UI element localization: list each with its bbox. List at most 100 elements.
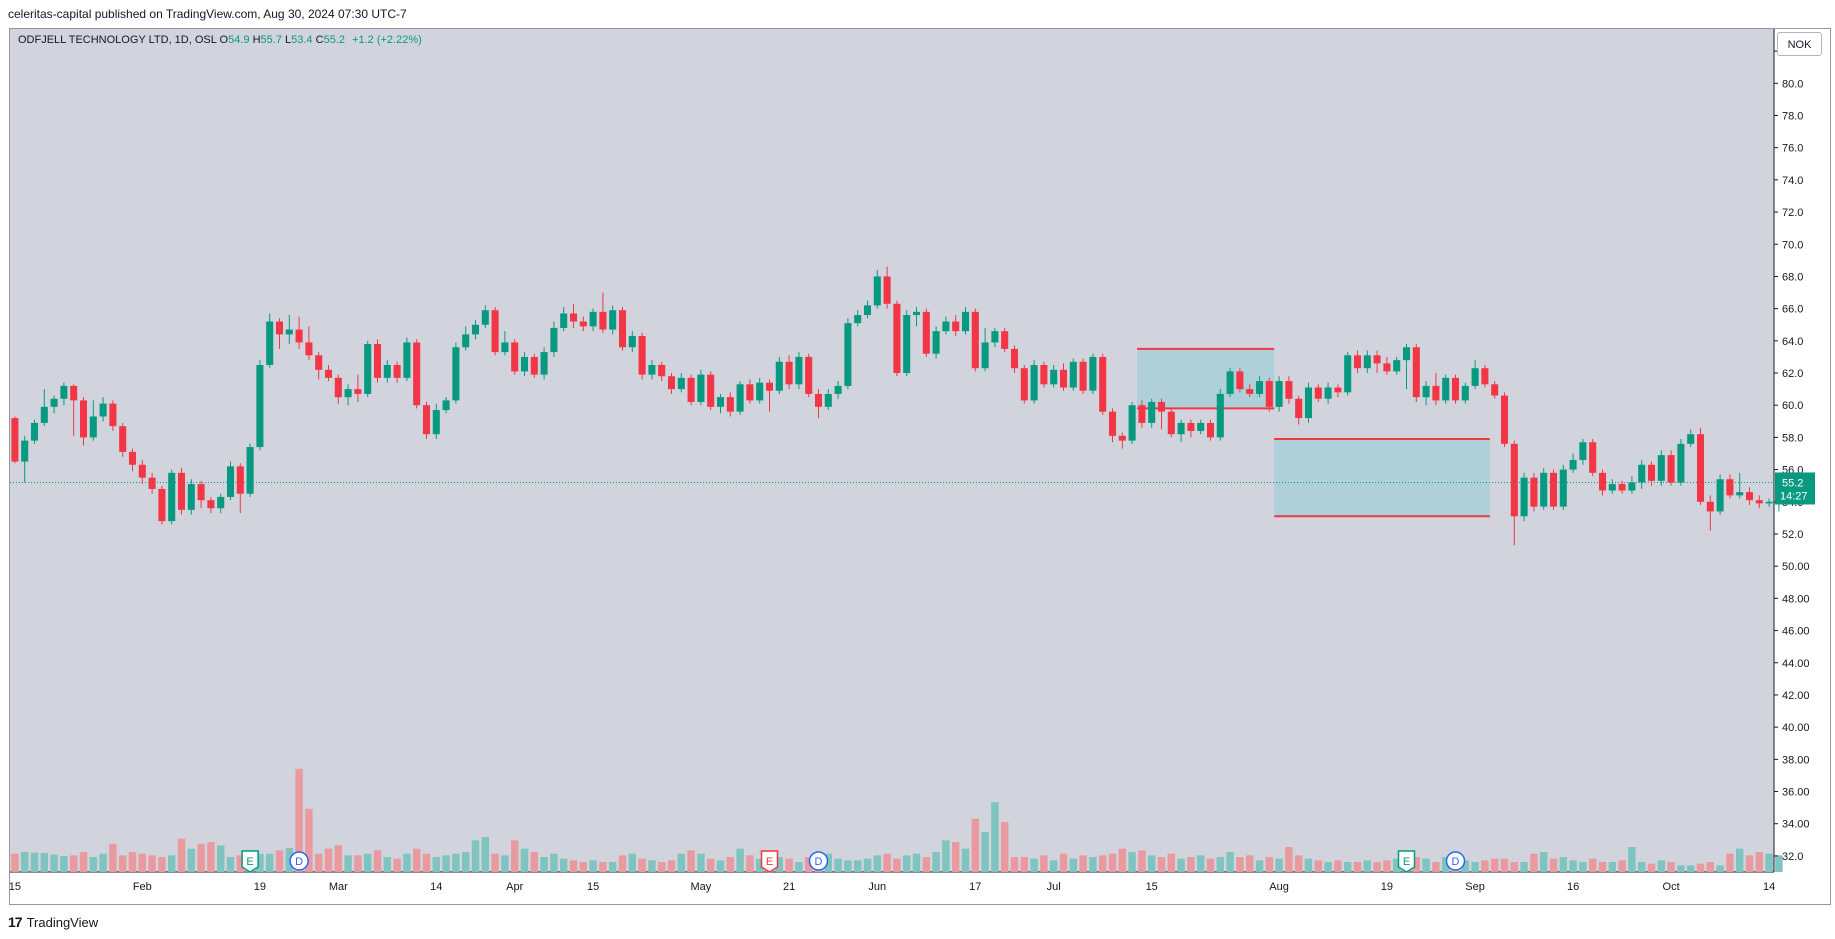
range-box[interactable]	[1137, 348, 1275, 409]
price-tick-label: 48.00	[1782, 593, 1810, 605]
dividend-marker-icon[interactable]	[289, 851, 309, 871]
volume-bar	[1392, 858, 1401, 872]
footer-brand: 17 TradingView	[8, 914, 98, 930]
volume-bar	[844, 860, 852, 872]
volume-bar	[589, 860, 597, 872]
time-tick-label: Jun	[868, 881, 886, 893]
price-tick-label: 58.0	[1782, 432, 1803, 444]
candle-body	[1687, 434, 1695, 444]
volume-bar	[795, 862, 803, 872]
volume-bar	[1432, 862, 1440, 872]
volume-bar	[1500, 858, 1509, 872]
candle-body	[442, 400, 450, 411]
candle-body	[599, 311, 607, 330]
volume-bar	[853, 860, 862, 872]
volume-bar	[657, 862, 666, 872]
candle-body	[1481, 368, 1489, 385]
event-marker-letter: E	[1403, 856, 1410, 868]
event-marker-letter: D	[295, 856, 303, 868]
volume-bar	[824, 853, 833, 872]
candle-body	[1246, 389, 1254, 394]
volume-bar	[1236, 857, 1244, 872]
volume-bar	[991, 802, 999, 872]
candle-body	[785, 361, 793, 385]
volume-bar	[295, 768, 303, 872]
volume-bar	[491, 853, 499, 872]
candle-body	[334, 377, 342, 398]
low-label: L	[285, 34, 292, 46]
dividend-marker-icon[interactable]	[808, 851, 829, 871]
volume-bar	[1040, 855, 1048, 872]
candle-body	[991, 331, 999, 343]
volume-bar	[207, 842, 215, 872]
candle-body	[893, 303, 901, 374]
candle-body	[1148, 401, 1156, 423]
volume-bar	[471, 840, 480, 872]
price-tick-label: 72.0	[1782, 207, 1803, 219]
candle-body	[226, 466, 235, 497]
volume-bar	[148, 855, 156, 872]
volume-bar	[648, 860, 656, 872]
earnings-marker-icon[interactable]	[241, 850, 259, 873]
earnings-marker-icon[interactable]	[760, 850, 779, 873]
candle-body	[1334, 387, 1342, 393]
time-tick-label: Jul	[1047, 881, 1061, 893]
candle-body	[824, 393, 832, 407]
candle-body	[1706, 501, 1714, 512]
candle-body	[266, 321, 274, 365]
currency-button[interactable]: NOK	[1777, 32, 1822, 56]
range-box[interactable]	[1274, 439, 1490, 517]
volume-bar	[1059, 853, 1068, 872]
volume-bar	[314, 853, 323, 872]
volume-bar	[883, 853, 891, 872]
volume-bar	[961, 848, 970, 872]
candle-body	[70, 385, 78, 401]
close-value: 55.2	[323, 34, 345, 46]
candle-body	[1608, 484, 1616, 491]
candle-body	[1079, 361, 1087, 391]
volume-bar	[187, 848, 196, 872]
volume-bar	[863, 858, 872, 872]
candle-body	[1696, 434, 1705, 502]
volume-bar	[1167, 853, 1176, 872]
volume-bar	[1677, 865, 1685, 872]
candlestick-chart[interactable]: 32.0 34.00 36.00 38.00 40.00 42.00 44.00 46.00 4…	[10, 29, 1821, 903]
volume-bar	[530, 852, 539, 872]
candle-body	[1324, 387, 1332, 399]
candle-body	[79, 400, 88, 438]
volume-bar	[510, 840, 519, 872]
volume-bar	[540, 857, 548, 872]
candle-body	[1167, 411, 1175, 435]
candle-body	[1432, 385, 1440, 401]
volume-bar	[167, 855, 176, 872]
time-tick-label: 19	[254, 881, 266, 893]
volume-bar	[1412, 857, 1421, 872]
price-axis-panel[interactable]	[1774, 29, 1821, 903]
earnings-marker-icon[interactable]	[1397, 850, 1416, 873]
price-tick-label: 62.0	[1782, 368, 1803, 380]
candle-body	[1157, 401, 1166, 412]
candle-body	[1638, 464, 1646, 483]
volume-bar	[1275, 858, 1283, 872]
candle-body	[1549, 472, 1558, 507]
volume-bar	[501, 855, 509, 872]
volume-bar	[1706, 862, 1715, 872]
volume-bar	[951, 842, 960, 872]
volume-bar	[1187, 857, 1195, 872]
price-tick-label: 46.00	[1782, 626, 1810, 638]
candle-body	[285, 329, 293, 335]
volume-bar	[1049, 860, 1058, 872]
tradingview-brand-text: TradingView	[26, 914, 99, 930]
volume-bar	[1608, 862, 1617, 872]
candle-body	[491, 310, 499, 353]
high-label: H	[252, 34, 261, 46]
symbol-legend: ODFJELL TECHNOLOGY LTD, 1D, OSL O54.9 H5…	[18, 34, 422, 46]
volume-bar	[579, 862, 588, 872]
time-axis-panel[interactable]	[10, 872, 1774, 903]
volume-bar	[1686, 865, 1695, 872]
dividend-marker-icon[interactable]	[1445, 851, 1466, 871]
volume-bar	[403, 853, 411, 872]
candle-body	[1500, 395, 1509, 444]
volume-bar	[1559, 857, 1568, 872]
volume-bar	[1647, 863, 1656, 872]
